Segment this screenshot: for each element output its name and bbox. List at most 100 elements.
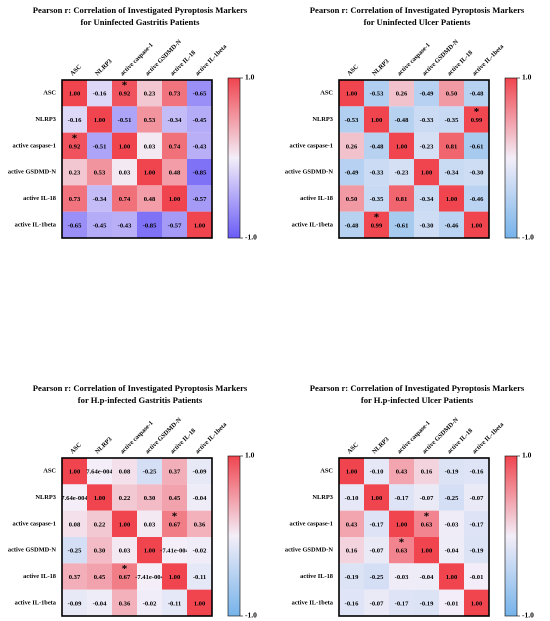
- cell-label: -0.53: [345, 117, 359, 124]
- heatmap-cell: [137, 211, 162, 238]
- heatmap-cell: [464, 484, 489, 511]
- row-label: active caspase-1: [290, 520, 333, 527]
- heatmap-cell: [414, 510, 439, 537]
- cell-label: -0.61: [395, 222, 409, 229]
- heatmap-cell: [339, 510, 364, 537]
- cell-label: 0.23: [69, 170, 81, 177]
- heatmap-cell: [464, 563, 489, 590]
- heatmap-cell: [364, 159, 389, 186]
- heatmap-cell: [339, 484, 364, 511]
- cell-label: -0.04: [93, 600, 107, 607]
- chart-subtitle: for H.p-infected Ulcer Patients: [361, 395, 474, 405]
- colorbar-tick-label: 1.0: [245, 73, 255, 82]
- cell-label: -0.51: [118, 117, 132, 124]
- cell-label: 0.81: [446, 143, 458, 150]
- colorbar-tick-label: -1.0: [522, 611, 534, 620]
- heatmap-cell: [87, 132, 112, 159]
- row-label: active IL-18: [23, 573, 56, 580]
- significance-marker: *: [399, 537, 405, 549]
- heatmap-cell: [464, 80, 489, 107]
- cell-label: -0.07: [370, 600, 384, 607]
- heatmap-cell: [439, 484, 464, 511]
- cell-label: 0.45: [94, 574, 106, 581]
- cell-label: -0.48: [370, 143, 384, 150]
- cell-label: 1.00: [346, 91, 358, 98]
- chart-title: Pearson r: Correlation of Investigated P…: [310, 5, 525, 15]
- cell-label: 0.37: [169, 469, 181, 476]
- cell-label: -0.10: [345, 495, 359, 502]
- cell-label: 1.00: [346, 469, 358, 476]
- heatmap-cell: [439, 80, 464, 107]
- cell-label: 0.03: [144, 143, 156, 150]
- cell-label: -0.16: [470, 469, 484, 476]
- cell-label: -0.48: [345, 222, 359, 229]
- chart-title: Pearson r: Correlation of Investigated P…: [33, 383, 248, 393]
- heatmap-cell: [389, 80, 414, 107]
- cell-label: 0.16: [346, 548, 358, 555]
- cell-label: 0.48: [144, 196, 156, 203]
- cell-label: 0.48: [169, 170, 181, 177]
- heatmap-cell: [464, 211, 489, 238]
- heatmap-cell: [439, 458, 464, 485]
- column-label: active IL-18: [169, 427, 197, 455]
- heatmap-cell: [339, 132, 364, 159]
- column-label: ASC: [69, 441, 83, 455]
- cell-label: -0.23: [420, 143, 434, 150]
- heatmap-cell: [87, 510, 112, 537]
- cell-label: -0.04: [445, 548, 459, 555]
- heatmap-cell: [112, 537, 137, 564]
- heatmap-cell: [414, 132, 439, 159]
- heatmap-cell: [389, 211, 414, 238]
- heatmap-cell: [389, 563, 414, 590]
- cell-label: 1.00: [69, 91, 81, 98]
- cell-label: 1.00: [194, 600, 206, 607]
- heatmap-cell: [87, 211, 112, 238]
- heatmap-border: [61, 457, 213, 617]
- cell-label: 0.53: [94, 170, 106, 177]
- cell-label: 0.67: [119, 574, 131, 581]
- heatmap-cell: [364, 589, 389, 616]
- cell-label: -0.03: [395, 574, 409, 581]
- cell-label: -0.11: [168, 600, 181, 607]
- colorbar: [227, 455, 241, 617]
- heatmap-cell: [414, 106, 439, 133]
- cell-label: 0.74: [169, 143, 181, 150]
- cell-label: 0.26: [396, 91, 408, 98]
- cell-label: 0.23: [144, 91, 156, 98]
- heatmap-cell: [87, 484, 112, 511]
- cell-label: -0.16: [93, 91, 107, 98]
- chart-subtitle: for Uninfected Gastritis Patients: [81, 17, 201, 27]
- heatmap-cell: [464, 589, 489, 616]
- heatmap-cell: [389, 159, 414, 186]
- cell-label: -0.17: [470, 521, 484, 528]
- cell-label: 0.92: [119, 91, 131, 98]
- cell-label: -0.04: [193, 495, 207, 502]
- row-label: NLRP3: [35, 494, 56, 501]
- heatmap-cell: [464, 510, 489, 537]
- cell-label: -0.09: [193, 469, 207, 476]
- cell-label: -0.03: [445, 521, 459, 528]
- cell-label: -0.30: [420, 222, 434, 229]
- cell-label: -0.07: [420, 495, 434, 502]
- cell-label: 0.50: [346, 196, 358, 203]
- cell-label: 1.00: [144, 548, 156, 555]
- heatmap-cell: [187, 537, 212, 564]
- cell-label: 1.00: [371, 117, 383, 124]
- cell-label: -0.45: [93, 222, 107, 229]
- cell-label: -0.57: [193, 196, 207, 203]
- cell-label: 7.64e-004: [61, 495, 88, 502]
- colorbar: [504, 77, 518, 239]
- heatmap-cell: [137, 458, 162, 485]
- cell-label: 0.73: [69, 196, 81, 203]
- cell-label: -0.49: [420, 91, 434, 98]
- heatmap-cell: [162, 211, 187, 238]
- heatmap-cell: [414, 537, 439, 564]
- significance-marker: *: [374, 211, 380, 223]
- significance-marker: *: [122, 563, 128, 575]
- cell-label: 0.63: [396, 548, 408, 555]
- cell-label: -0.25: [143, 469, 157, 476]
- cell-label: -0.46: [445, 222, 459, 229]
- heatmap-cell: [389, 589, 414, 616]
- cell-label: 0.03: [144, 521, 156, 528]
